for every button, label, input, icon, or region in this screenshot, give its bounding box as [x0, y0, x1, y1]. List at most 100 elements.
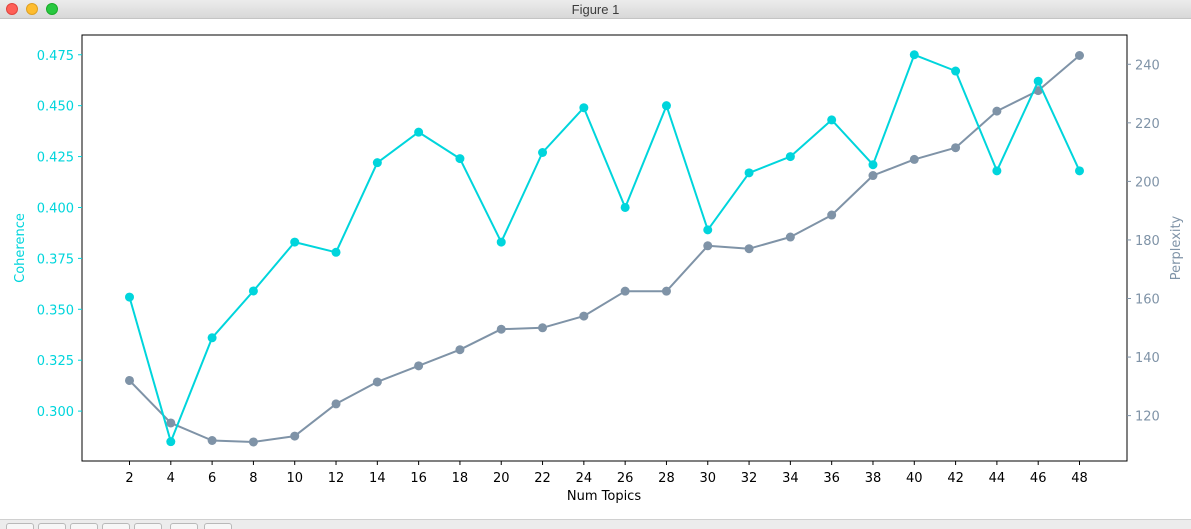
perplexity-point — [414, 361, 424, 371]
right-y-tick-label: 200 — [1135, 175, 1160, 190]
coherence-point — [620, 202, 630, 212]
coherence-point — [207, 333, 217, 343]
home-button[interactable] — [6, 523, 34, 529]
coherence-point — [414, 127, 424, 137]
perplexity-point — [744, 244, 754, 254]
perplexity-point — [868, 171, 878, 181]
x-tick-label: 18 — [452, 471, 469, 486]
right-y-tick-label: 160 — [1135, 293, 1160, 308]
pan-button[interactable] — [102, 523, 130, 529]
x-tick-label: 36 — [823, 471, 840, 486]
left-y-tick-label: 0.300 — [37, 405, 74, 420]
configure-subplots-button[interactable] — [170, 523, 198, 529]
coherence-point — [661, 101, 671, 111]
left-y-tick-label: 0.425 — [37, 151, 74, 166]
save-figure-button[interactable] — [204, 523, 232, 529]
right-y-tick-label: 120 — [1135, 410, 1160, 425]
left-y-tick-label: 0.325 — [37, 354, 74, 369]
right-y-tick-label: 140 — [1135, 351, 1160, 366]
perplexity-point — [372, 377, 382, 387]
right-y-tick-label: 220 — [1135, 117, 1160, 132]
coherence-point — [125, 292, 134, 302]
x-tick-label: 14 — [369, 471, 386, 486]
left-y-tick-label: 0.375 — [37, 252, 74, 267]
perplexity-series-line — [128, 54, 1081, 443]
coherence-point — [827, 115, 837, 125]
close-window-button[interactable] — [6, 3, 18, 15]
x-tick-label: 4 — [167, 471, 175, 486]
coherence-point — [992, 166, 1002, 176]
perplexity-point — [538, 323, 548, 333]
x-tick-label: 30 — [699, 471, 716, 486]
left-y-tick-label: 0.350 — [37, 303, 74, 318]
axes-layer: 2 4 6 8 10 12 14 16 18 20 22 24 26 28 30 32 34 36 38 40 42 44… — [37, 34, 1160, 486]
perplexity-point — [455, 345, 465, 355]
coherence-point — [1033, 76, 1043, 86]
x-tick-label: 10 — [286, 471, 303, 486]
perplexity-point — [166, 418, 176, 428]
left-y-tick-label: 0.450 — [37, 100, 74, 115]
perplexity-point — [951, 143, 961, 153]
coherence-point — [331, 247, 341, 257]
perplexity-point — [290, 431, 300, 441]
plot-frame — [81, 34, 1128, 462]
forward-button[interactable] — [70, 523, 98, 529]
x-tick-label: 16 — [410, 471, 427, 486]
x-tick-label: 8 — [249, 471, 257, 486]
coherence-point — [248, 286, 258, 296]
coherence-point — [1075, 166, 1084, 176]
perplexity-point — [661, 286, 671, 296]
title-bar: Figure 1 — [0, 0, 1191, 19]
perplexity-point — [1075, 50, 1084, 60]
x-tick-label: 20 — [493, 471, 510, 486]
x-tick-label: 34 — [782, 471, 799, 486]
coherence-point — [538, 147, 548, 157]
x-tick-label: 24 — [576, 471, 593, 486]
perplexity-point — [579, 311, 589, 321]
right-y-tick-label: 240 — [1135, 58, 1160, 73]
x-tick-label: 42 — [947, 471, 964, 486]
perplexity-point — [207, 436, 217, 446]
coherence-point — [372, 158, 382, 168]
coherence-point — [455, 154, 465, 164]
x-tick-label: 44 — [989, 471, 1006, 486]
coherence-point — [785, 152, 795, 162]
perplexity-point — [827, 210, 837, 220]
perplexity-point — [703, 241, 713, 251]
coherence-point — [703, 225, 713, 235]
back-button[interactable] — [38, 523, 66, 529]
navigation-toolbar — [0, 519, 1191, 529]
series-layer — [125, 50, 1084, 447]
minimize-window-button[interactable] — [26, 3, 38, 15]
left-y-tick-label: 0.400 — [37, 201, 74, 216]
coherence-point — [166, 437, 176, 447]
right-y-tick-label: 180 — [1135, 234, 1160, 249]
coherence-point — [868, 160, 878, 170]
zoom-window-button[interactable] — [46, 3, 58, 15]
coherence-point — [496, 237, 506, 247]
coherence-point — [909, 50, 919, 60]
x-tick-label: 40 — [906, 471, 923, 486]
x-tick-label: 48 — [1071, 471, 1088, 486]
x-tick-label: 46 — [1030, 471, 1047, 486]
dual-axis-line-chart: 2 4 6 8 10 12 14 16 18 20 22 24 26 28 30 32 34 36 38 40 42 44… — [13, 34, 1184, 504]
coherence-point — [579, 103, 589, 113]
perplexity-point — [331, 399, 341, 409]
x-tick-label: 28 — [658, 471, 675, 486]
right-y-axis-label: Perplexity — [1169, 215, 1184, 280]
x-tick-label: 22 — [534, 471, 551, 486]
coherence-point — [744, 168, 754, 178]
x-axis-label: Num Topics — [567, 489, 641, 504]
perplexity-point — [248, 437, 258, 447]
perplexity-point — [992, 106, 1002, 116]
coherence-point — [951, 66, 961, 76]
perplexity-point — [785, 232, 795, 242]
x-tick-label: 32 — [741, 471, 758, 486]
coherence-point — [290, 237, 300, 247]
x-tick-label: 2 — [125, 471, 133, 486]
perplexity-point — [620, 286, 630, 296]
perplexity-point — [125, 375, 134, 385]
zoom-button[interactable] — [134, 523, 162, 529]
window-title: Figure 1 — [571, 2, 620, 17]
